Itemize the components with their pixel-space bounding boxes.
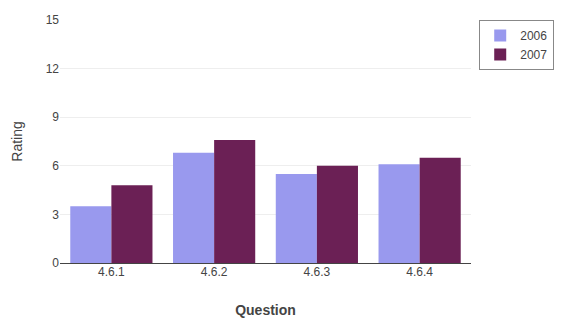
- svg-text:Question: Question: [235, 302, 296, 318]
- svg-text:4.6.4: 4.6.4: [406, 265, 433, 279]
- svg-text:2007: 2007: [520, 48, 547, 62]
- svg-text:Rating: Rating: [9, 121, 25, 161]
- svg-text:2006: 2006: [520, 29, 547, 43]
- svg-text:0: 0: [52, 256, 59, 270]
- svg-text:4.6.1: 4.6.1: [98, 265, 125, 279]
- svg-text:4.6.2: 4.6.2: [201, 265, 228, 279]
- svg-text:6: 6: [52, 159, 59, 173]
- svg-text:12: 12: [46, 62, 60, 76]
- svg-text:4.6.3: 4.6.3: [304, 265, 331, 279]
- svg-text:15: 15: [46, 13, 60, 27]
- svg-text:9: 9: [52, 110, 59, 124]
- svg-text:3: 3: [52, 208, 59, 222]
